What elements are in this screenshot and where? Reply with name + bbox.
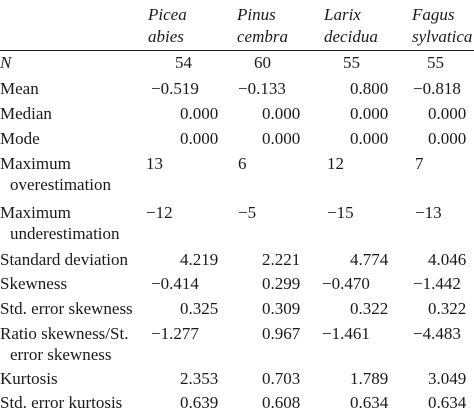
cell: −0.470 bbox=[322, 274, 370, 293]
cell: −4.483 bbox=[413, 324, 461, 343]
row-label: Maximum underestimation bbox=[0, 203, 120, 243]
cell: 0.325 bbox=[180, 299, 219, 318]
column-header-fagus-sylvatica: Fagus sylvatica bbox=[412, 4, 472, 48]
row-label: Maximum overestimation bbox=[0, 154, 112, 194]
cell: 0.634 bbox=[428, 393, 467, 411]
cell: −0.133 bbox=[238, 79, 286, 98]
cell: −1.461 bbox=[322, 324, 370, 343]
cell: 4.219 bbox=[180, 250, 219, 269]
column-header-line1: Pinus bbox=[237, 5, 276, 24]
cell: −0.818 bbox=[413, 79, 461, 98]
cell: 2.353 bbox=[180, 369, 219, 388]
column-header-pinus-cembra: Pinus cembra bbox=[237, 4, 288, 48]
column-header-line2: cembra bbox=[237, 27, 288, 46]
row-label: Kurtosis bbox=[0, 369, 58, 388]
cell: 2.221 bbox=[262, 250, 301, 269]
cell: 0.322 bbox=[428, 299, 467, 318]
row-label: N bbox=[0, 53, 12, 72]
column-header-line2: decidua bbox=[324, 27, 378, 46]
cell: −0.414 bbox=[151, 274, 199, 293]
cell: 0.703 bbox=[262, 369, 301, 388]
cell: 0.000 bbox=[262, 104, 301, 123]
cell: 4.046 bbox=[428, 250, 467, 269]
cell: 0.000 bbox=[262, 129, 301, 148]
cell: −1.442 bbox=[413, 274, 461, 293]
cell: 0.634 bbox=[350, 393, 389, 411]
cell: 1.789 bbox=[350, 369, 389, 388]
cell: −15 bbox=[327, 203, 354, 222]
row-label: Mean bbox=[0, 79, 39, 98]
cell: 4.774 bbox=[350, 250, 389, 269]
column-header-larix-decidua: Larix decidua bbox=[324, 4, 378, 48]
cell: 0.000 bbox=[180, 129, 219, 148]
cell: 55 bbox=[343, 53, 360, 72]
cell: 0.000 bbox=[350, 129, 389, 148]
row-label: Ratio skewness/St. error skewness bbox=[0, 324, 129, 364]
column-header-line2: abies bbox=[148, 27, 184, 46]
column-header-line1: Fagus bbox=[412, 5, 455, 24]
cell: 3.049 bbox=[428, 369, 467, 388]
row-label: Median bbox=[0, 104, 52, 123]
cell: 0.608 bbox=[262, 393, 301, 411]
cell: 0.967 bbox=[262, 324, 301, 343]
row-label: Mode bbox=[0, 129, 40, 148]
cell: 0.639 bbox=[180, 393, 219, 411]
cell: 7 bbox=[415, 154, 424, 173]
column-header-line1: Picea bbox=[148, 5, 187, 24]
cell: −1.277 bbox=[151, 324, 199, 343]
row-label: Standard deviation bbox=[0, 250, 128, 269]
cell: 0.800 bbox=[350, 79, 389, 98]
cell: 54 bbox=[175, 53, 192, 72]
cell: 55 bbox=[427, 53, 444, 72]
cell: 13 bbox=[146, 154, 163, 173]
cell: 6 bbox=[238, 154, 247, 173]
column-header-picea-abies: Picea abies bbox=[148, 4, 187, 48]
cell: −12 bbox=[146, 203, 173, 222]
cell: 0.000 bbox=[350, 104, 389, 123]
cell: 0.000 bbox=[428, 104, 467, 123]
row-label: Std. error skewness bbox=[0, 299, 133, 318]
header-rule bbox=[0, 50, 474, 51]
row-label: Skewness bbox=[0, 274, 68, 293]
cell: 0.299 bbox=[262, 274, 301, 293]
cell: 0.000 bbox=[180, 104, 219, 123]
cell: 0.000 bbox=[428, 129, 467, 148]
cell: 0.309 bbox=[262, 299, 301, 318]
cell: −5 bbox=[238, 203, 257, 222]
cell: −0.519 bbox=[151, 79, 199, 98]
column-header-line1: Larix bbox=[324, 5, 361, 24]
cell: 12 bbox=[327, 154, 344, 173]
column-header-line2: sylvatica bbox=[412, 27, 473, 46]
cell: 60 bbox=[254, 53, 271, 72]
cell: 0.322 bbox=[350, 299, 389, 318]
row-label: Std. error kurtosis bbox=[0, 393, 123, 411]
cell: −13 bbox=[415, 203, 442, 222]
